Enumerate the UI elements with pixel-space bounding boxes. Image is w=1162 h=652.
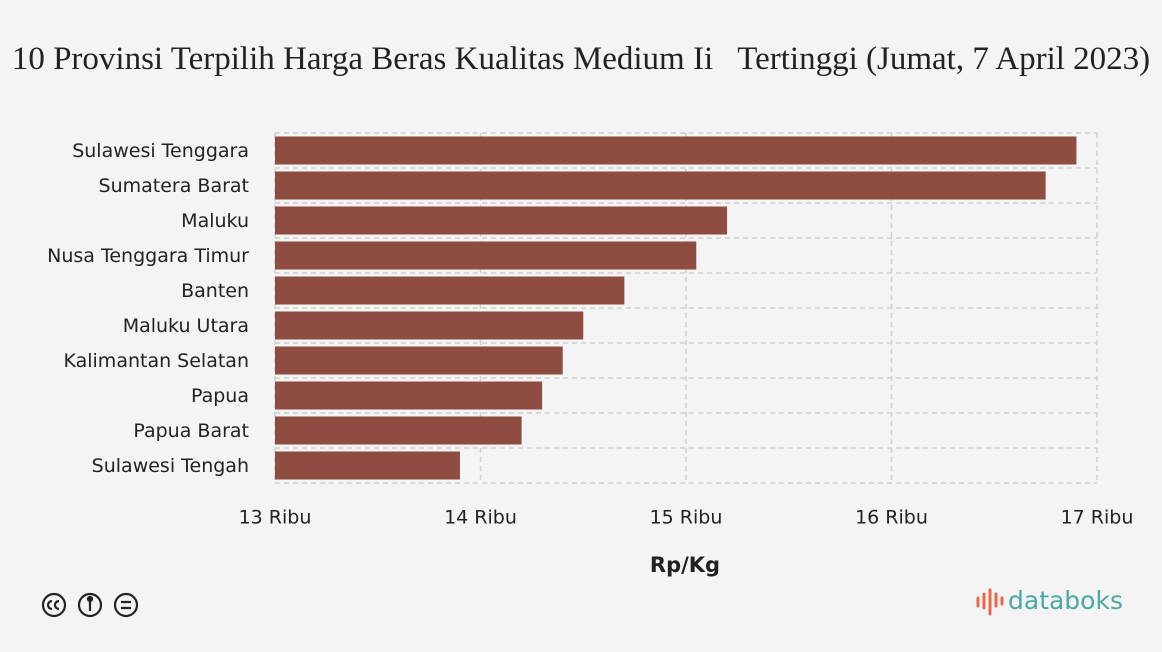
y-tick-label: Maluku Utara bbox=[123, 315, 249, 337]
bar bbox=[275, 171, 1046, 200]
bar bbox=[275, 136, 1077, 165]
bar bbox=[275, 276, 625, 305]
x-axis-label: Rp/Kg bbox=[650, 553, 720, 577]
bar bbox=[275, 416, 522, 445]
y-tick-label: Sulawesi Tengah bbox=[92, 455, 249, 477]
x-tick-label: 13 Ribu bbox=[239, 507, 312, 529]
brand-icon bbox=[976, 588, 1004, 616]
chart-title: 10 Provinsi Terpilih Harga Beras Kualita… bbox=[11, 41, 1151, 77]
bar bbox=[275, 241, 697, 270]
bar bbox=[275, 451, 460, 480]
y-tick-label: Sulawesi Tenggara bbox=[72, 140, 249, 162]
x-tick-label: 16 Ribu bbox=[855, 507, 928, 529]
y-tick-label: Nusa Tenggara Timur bbox=[47, 245, 249, 267]
bar bbox=[275, 381, 543, 410]
y-tick-label: Papua bbox=[191, 385, 249, 407]
y-tick-label: Sumatera Barat bbox=[99, 175, 249, 197]
y-tick-label: Papua Barat bbox=[133, 420, 249, 442]
bar bbox=[275, 311, 584, 340]
x-tick-label: 15 Ribu bbox=[650, 507, 723, 529]
license-icons bbox=[41, 592, 139, 618]
bar bbox=[275, 346, 563, 375]
y-tick-label: Kalimantan Selatan bbox=[63, 350, 249, 372]
brand: databoks bbox=[1008, 586, 1123, 615]
y-tick-label: Banten bbox=[181, 280, 249, 302]
bar bbox=[275, 206, 728, 235]
x-tick-label: 17 Ribu bbox=[1061, 507, 1134, 529]
y-tick-label: Maluku bbox=[181, 210, 249, 232]
x-tick-label: 14 Ribu bbox=[444, 507, 517, 529]
